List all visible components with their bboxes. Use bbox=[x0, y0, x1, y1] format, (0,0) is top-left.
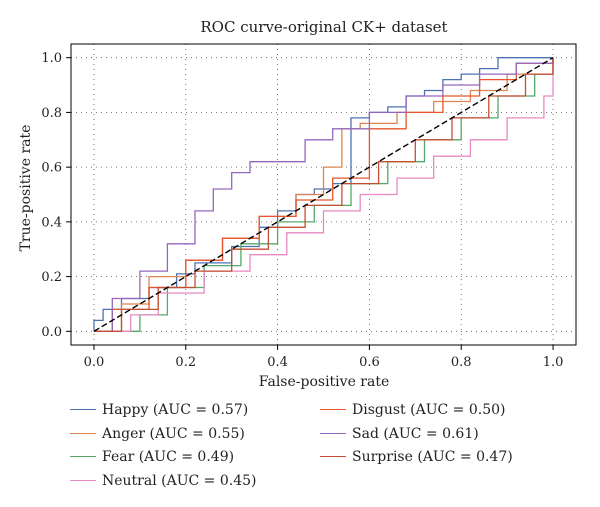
y-tick-label: 1.0 bbox=[41, 51, 62, 66]
roc-series-line-anger bbox=[94, 57, 554, 332]
legend-label: Neutral (AUC = 0.45) bbox=[102, 472, 257, 489]
legend-swatch bbox=[70, 409, 96, 410]
legend-label: Happy (AUC = 0.57) bbox=[102, 402, 249, 418]
x-tick-label: 0.4 bbox=[267, 355, 288, 370]
y-tick-label: 0.0 bbox=[41, 325, 62, 340]
x-tick-label: 0.8 bbox=[451, 355, 472, 370]
chance-diagonal bbox=[93, 57, 554, 332]
x-tick-label: 0.6 bbox=[359, 355, 380, 370]
legend-swatch bbox=[70, 456, 96, 457]
legend-swatch bbox=[70, 479, 96, 481]
plot-area-frame bbox=[70, 43, 577, 346]
series-layer bbox=[93, 57, 554, 332]
legend-label: Surprise (AUC = 0.47) bbox=[352, 449, 513, 465]
roc-chart: ROC curve-original CK+ dataset False-pos… bbox=[18, 18, 577, 390]
y-tick-label: 0.4 bbox=[41, 215, 62, 230]
legend-label: Fear (AUC = 0.49) bbox=[102, 449, 235, 465]
legend-label: Sad (AUC = 0.61) bbox=[352, 425, 479, 442]
legend-swatch bbox=[320, 409, 346, 410]
roc-series-line-surprise bbox=[94, 57, 554, 332]
legend-swatch bbox=[70, 432, 96, 434]
x-axis-ticks: 0.0 0.2 0.4 0.6 0.8 1.0 bbox=[84, 345, 564, 370]
legend-swatch bbox=[320, 456, 346, 457]
chart-title: ROC curve-original CK+ dataset bbox=[200, 18, 447, 36]
y-tick-label: 0.6 bbox=[41, 161, 62, 176]
x-tick-label: 1.0 bbox=[543, 355, 564, 370]
x-axis-label: False-positive rate bbox=[259, 374, 390, 390]
y-axis-ticks: 0.0 0.2 0.4 0.6 0.8 1.0 bbox=[41, 51, 71, 340]
x-tick-label: 0.0 bbox=[84, 355, 105, 370]
legend-label: Anger (AUC = 0.55) bbox=[102, 425, 245, 442]
legend-swatch bbox=[320, 432, 346, 434]
y-axis-label: True-positive rate bbox=[18, 125, 34, 252]
roc-series-line-neutral bbox=[94, 57, 554, 332]
y-tick-label: 0.8 bbox=[41, 106, 62, 121]
roc-series-line-sad bbox=[94, 57, 554, 332]
y-tick-label: 0.2 bbox=[41, 270, 62, 285]
x-tick-label: 0.2 bbox=[175, 355, 196, 370]
legend-label: Disgust (AUC = 0.50) bbox=[352, 402, 506, 418]
